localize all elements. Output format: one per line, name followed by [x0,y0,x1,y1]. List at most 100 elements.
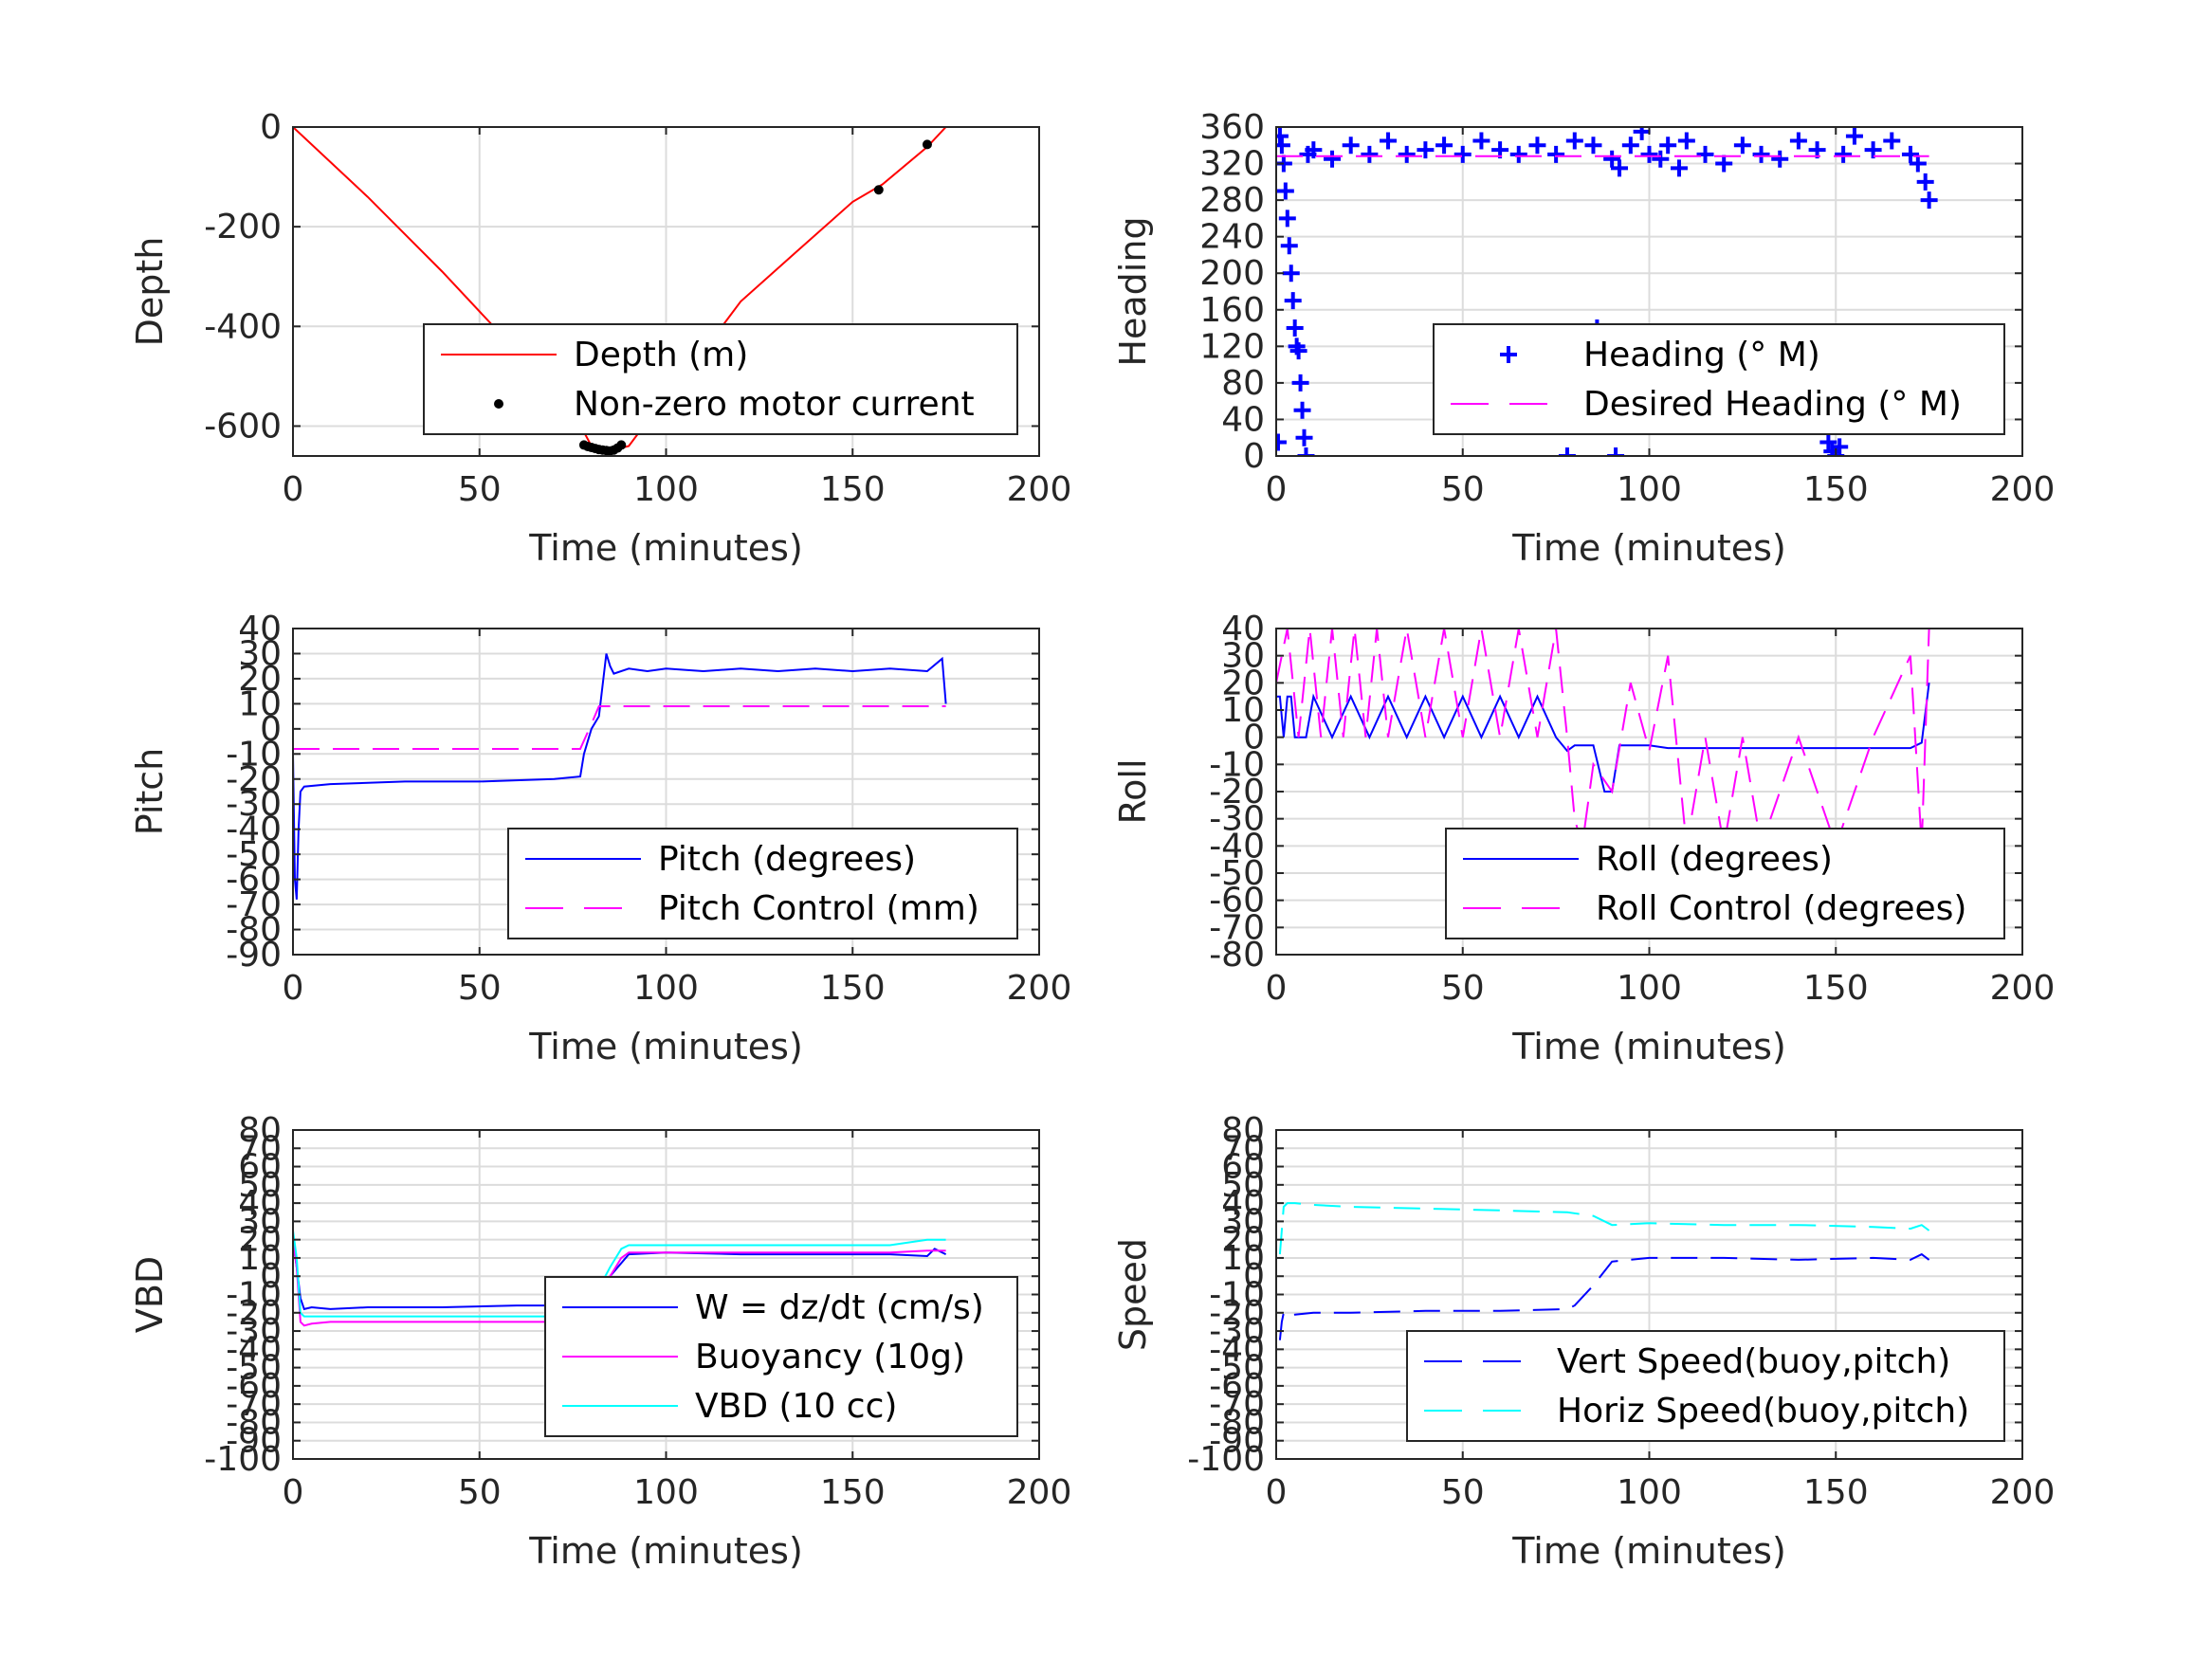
x-tick-label: 100 [633,1473,699,1512]
legend-label: VBD (10 cc) [695,1387,897,1426]
y-tick-label: -40 [226,811,282,849]
x-axis-label: Time (minutes) [1511,1530,1786,1572]
y-tick-label: 120 [1199,327,1265,366]
y-tick-label: -10 [1209,745,1265,784]
series-heading-0-point [1342,137,1360,155]
legend-label: Pitch Control (mm) [658,889,979,928]
series-heading-0-point [1607,447,1625,456]
series-heading-0-point [1280,237,1298,255]
series-heading-0-point [1435,137,1453,155]
x-tick-label: 0 [1266,470,1288,509]
y-tick-label: -70 [226,885,282,924]
y-tick-label: -60 [226,861,282,900]
series-heading-0-point [1282,264,1300,283]
y-tick-label: 160 [1199,291,1265,330]
x-tick-label: 200 [1990,470,2056,509]
series-heading-0-point [1547,145,1565,163]
series-heading-0-point [1278,210,1296,228]
y-tick-label: 0 [1243,719,1265,757]
subplot-heading: 0 50 100 150 20004080120160200240280320360Ti… [1112,108,2055,569]
y-tick-label: 60 [238,1148,282,1187]
y-tick-label: -40 [1209,1330,1265,1369]
y-tick-label: -20 [226,760,282,799]
x-tick-label: 100 [1617,1473,1682,1512]
legend-marker [1500,346,1517,363]
x-tick-label: 100 [1617,969,1682,1008]
y-axis-label: Speed [1112,1238,1154,1351]
x-tick-label: 150 [820,1473,886,1512]
x-tick-label: 150 [1803,969,1869,1008]
x-axis-label: Time (minutes) [528,1530,803,1572]
y-tick-label: -200 [204,208,282,246]
y-tick-label: -80 [226,1403,282,1442]
subplot-depth: 0 50 100 150 200 0 -200 -400 -600 Time (minutes) D… [129,108,1071,569]
y-tick-label: -90 [1209,1422,1265,1461]
series-heading-0-point [1528,137,1546,155]
y-tick-label: 40 [238,1184,282,1223]
y-tick-label: 50 [238,1166,282,1205]
series-heading-0-point [1920,191,1938,210]
y-tick-label: -60 [1209,1367,1265,1406]
y-axis-label: Depth [129,237,171,347]
y-tick-label: -80 [1209,936,1265,975]
y-tick-label: -90 [226,936,282,975]
series-heading-0-point [1670,159,1688,177]
y-tick-label: 0 [260,1257,282,1296]
y-tick-label: 40 [1221,400,1265,439]
legend-box [1445,828,2005,939]
series-heading-0-point [1831,438,1849,456]
x-tick-label: 200 [1990,969,2056,1008]
legend-label: Roll (degrees) [1596,840,1833,879]
y-tick-label: 360 [1199,108,1265,147]
y-tick-label: 70 [238,1129,282,1168]
y-tick-label: 200 [1199,254,1265,293]
series-heading-0-point [1276,182,1294,200]
series-heading-0-point [1289,342,1307,360]
y-tick-label: 0 [260,710,282,749]
y-tick-label: 20 [238,660,282,699]
series-heading-0-point [1845,127,1863,145]
legend-label: Depth (m) [574,336,748,374]
data-layer [1278,1202,1930,1340]
x-tick-label: 0 [1266,969,1288,1008]
series-heading-0-point [1621,137,1639,155]
series-heading-0-point [1276,137,1290,155]
x-tick-label: 0 [283,1473,304,1512]
y-tick-label: -50 [1209,854,1265,893]
y-tick-label: 10 [1221,691,1265,730]
y-tick-label: -20 [1209,773,1265,811]
x-tick-label: 50 [458,969,502,1008]
y-tick-label: -50 [226,1349,282,1388]
x-tick-label: 50 [1441,470,1485,509]
series-heading-0-point [1864,141,1882,159]
y-tick-label: 70 [1221,1129,1265,1168]
y-tick-label: -20 [1209,1294,1265,1333]
y-tick-label: 20 [1221,1221,1265,1260]
x-tick-label: 150 [1803,1473,1869,1512]
series-speed-1-line [1278,1202,1930,1255]
y-tick-label: 60 [1221,1148,1265,1187]
legend-label: Heading (° M) [1583,336,1820,374]
x-tick-label: 100 [633,969,699,1008]
y-axis-label: Heading [1112,216,1154,366]
y-tick-label: -60 [1209,882,1265,921]
y-tick-label: 0 [260,108,282,147]
y-tick-label: -100 [1187,1440,1265,1479]
x-tick-label: 50 [1441,969,1485,1008]
legend: W = dz/dt (cm/s) Buoyancy (10g) VBD (10 cc… [544,1276,1018,1437]
y-tick-label: 40 [238,610,282,648]
legend-label: Pitch (degrees) [658,840,916,879]
y-tick-label: -20 [226,1294,282,1333]
legend-label: Buoyancy (10g) [695,1338,965,1376]
y-tick-label: 10 [1221,1239,1265,1278]
legend: Depth (m) Non-zero motor current [423,323,1018,435]
y-axis-label: Roll [1112,758,1154,824]
x-tick-label: 0 [283,969,304,1008]
legend: Vert Speed(buoy,pitch) Horiz Speed(buoy,p… [1406,1330,2005,1442]
series-heading-0-point [1380,132,1398,150]
data-layer [1276,127,1938,456]
y-tick-label: -70 [226,1385,282,1424]
y-tick-label: -400 [204,307,282,346]
series-heading-0-point [1715,155,1733,173]
y-tick-label: 0 [1243,1257,1265,1296]
